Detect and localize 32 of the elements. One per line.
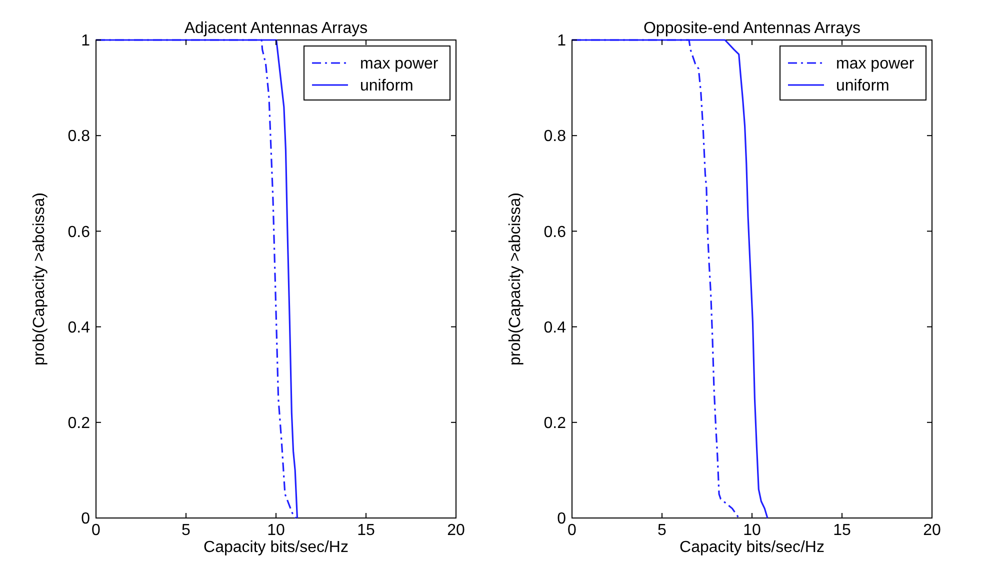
x-axis-title: Capacity bits/sec/Hz (680, 539, 824, 556)
y-tick-label: 0.2 (544, 415, 566, 432)
x-tick-label: 20 (923, 522, 941, 539)
x-tick-label: 0 (92, 522, 101, 539)
x-tick-label: 5 (182, 522, 191, 539)
y-tick-label: 1 (81, 32, 90, 50)
y-tick-label: 0.6 (544, 224, 566, 241)
x-tick-label: 10 (743, 522, 761, 539)
legend-label: uniform (360, 78, 414, 95)
y-tick-label: 1 (557, 32, 566, 50)
chart-title: Adjacent Antennas Arrays (184, 20, 368, 37)
chart-title: Opposite-end Antennas Arrays (643, 20, 861, 37)
y-tick-label: 0.4 (68, 319, 90, 336)
y-tick-label: 0.6 (68, 224, 90, 241)
x-tick-label: 0 (568, 522, 577, 539)
y-tick-label: 0.2 (68, 415, 90, 432)
legend-label: max power (836, 56, 915, 73)
y-axis-title: prob(Capacity >abcissa) (507, 192, 524, 366)
x-tick-label: 10 (267, 522, 285, 539)
y-tick-label: 0.8 (68, 128, 90, 146)
y-tick-label: 0 (557, 510, 566, 528)
y-tick-label: 0.8 (544, 128, 566, 146)
y-axis-title: prob(Capacity >abcissa) (31, 192, 48, 366)
x-axis-title: Capacity bits/sec/Hz (204, 539, 348, 556)
legend-label: uniform (836, 78, 890, 95)
legend-label: max power (360, 56, 439, 73)
x-tick-label: 5 (658, 522, 667, 539)
x-tick-label: 15 (357, 522, 375, 539)
y-tick-label: 0.4 (544, 319, 566, 336)
x-tick-label: 20 (447, 522, 465, 539)
x-tick-label: 15 (833, 522, 851, 539)
y-tick-label: 0 (81, 510, 90, 528)
